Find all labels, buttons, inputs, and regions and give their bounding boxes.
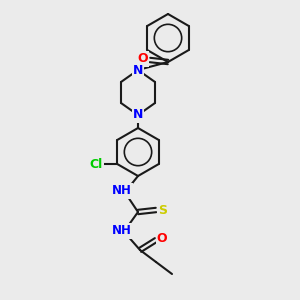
Text: N: N: [133, 64, 143, 76]
Text: O: O: [157, 232, 167, 245]
Text: NH: NH: [112, 184, 132, 197]
Text: Cl: Cl: [90, 158, 103, 170]
Text: S: S: [158, 203, 167, 217]
Text: NH: NH: [112, 224, 132, 238]
Text: O: O: [138, 52, 148, 65]
Text: N: N: [133, 109, 143, 122]
